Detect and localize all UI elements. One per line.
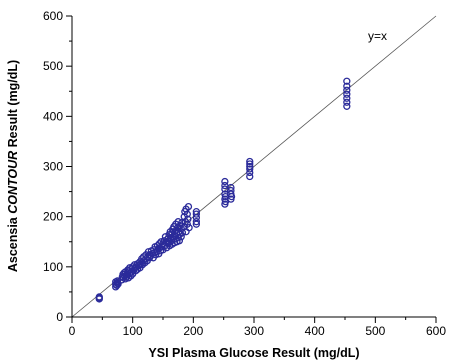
data-point <box>246 172 254 181</box>
data-point <box>159 246 167 254</box>
data-point <box>227 192 236 201</box>
x-axis-title: YSI Plasma Glucose Result (mg/dL) <box>148 346 359 360</box>
y-tick-label: 600 <box>43 9 63 23</box>
data-point <box>192 207 201 216</box>
x-tick-label: 500 <box>365 324 385 338</box>
data-point <box>246 165 254 173</box>
reference-line-label: y=x <box>368 29 387 43</box>
data-point <box>177 233 185 241</box>
tick-labels: 0 100 200 300 400 500 600 0 100 200 300 400 500 600 <box>43 9 446 338</box>
data-point <box>246 157 254 166</box>
data-point <box>246 162 254 171</box>
data-point <box>174 218 182 226</box>
y-axis-title-brand: CONTOUR <box>6 151 20 214</box>
data-point <box>343 98 351 106</box>
y-axis-title-prefix: Ascensia <box>6 214 20 272</box>
data-point <box>343 102 351 110</box>
data-point <box>95 294 103 302</box>
data-point <box>192 210 201 218</box>
data-point <box>183 210 191 218</box>
y-tick-label: 400 <box>43 109 63 123</box>
data-point <box>343 94 351 102</box>
x-tick-label: 200 <box>183 324 203 338</box>
y-tick-label: 200 <box>43 210 63 224</box>
data-points <box>95 77 351 303</box>
data-point <box>343 86 351 94</box>
data-point <box>183 220 191 228</box>
data-point <box>221 181 229 190</box>
y-tick-label: 500 <box>43 59 63 73</box>
x-tick-label: 600 <box>426 324 446 338</box>
y-tick-label: 0 <box>56 310 63 324</box>
data-point <box>192 220 201 228</box>
x-tick-label: 0 <box>69 324 76 338</box>
x-tick-label: 300 <box>244 324 264 338</box>
y-axis-title: Ascensia CONTOUR Result (mg/dL) <box>6 60 20 272</box>
x-tick-label: 400 <box>305 324 325 338</box>
data-point <box>113 277 122 285</box>
data-point <box>114 280 122 288</box>
x-tick-label: 100 <box>123 324 143 338</box>
data-point <box>184 202 193 211</box>
data-point <box>343 77 351 85</box>
data-point <box>343 82 351 90</box>
data-point <box>184 215 192 223</box>
axes <box>66 15 437 323</box>
y-tick-label: 100 <box>43 260 63 274</box>
data-point <box>192 218 201 226</box>
y-axis-title-suffix: Result (mg/dL) <box>6 60 20 151</box>
data-point <box>185 224 193 232</box>
y-tick-label: 300 <box>43 160 63 174</box>
data-point <box>343 90 351 98</box>
data-point <box>221 177 229 186</box>
data-point <box>246 160 254 168</box>
data-point <box>227 183 235 192</box>
data-point <box>127 272 135 280</box>
